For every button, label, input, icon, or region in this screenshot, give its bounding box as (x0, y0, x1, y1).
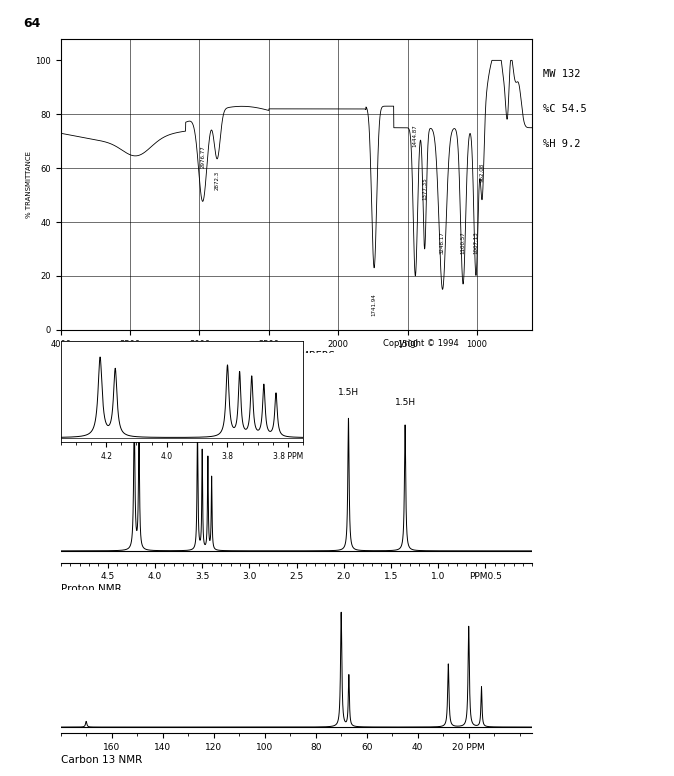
Y-axis label: % TRANSMITTANCE: % TRANSMITTANCE (26, 151, 32, 218)
Text: 1741.94: 1741.94 (371, 293, 377, 317)
Text: 1.5H: 1.5H (338, 388, 359, 397)
Text: 1H: 1H (204, 385, 216, 394)
Text: %H 9.2: %H 9.2 (543, 139, 580, 148)
Text: 1377.35: 1377.35 (422, 178, 427, 200)
X-axis label: WAVENUMBERS: WAVENUMBERS (258, 352, 335, 362)
X-axis label: Carbon 13 NMR: Carbon 13 NMR (61, 755, 142, 765)
Text: 1007.13: 1007.13 (473, 231, 479, 255)
Text: 3248.17: 3248.17 (440, 231, 445, 255)
Text: 1H: 1H (131, 385, 144, 394)
Text: 1H: 1H (194, 385, 206, 394)
Text: 64: 64 (24, 17, 41, 30)
Text: 1.5H: 1.5H (394, 398, 416, 407)
X-axis label: Proton NMR: Proton NMR (61, 584, 121, 594)
Text: 2976.77: 2976.77 (200, 145, 206, 168)
Text: %C 54.5: %C 54.5 (543, 104, 586, 113)
Text: Copyright © 1994: Copyright © 1994 (383, 339, 458, 348)
Text: 962.08: 962.08 (480, 162, 485, 182)
Text: 1100.57: 1100.57 (460, 231, 466, 255)
Text: 1444.87: 1444.87 (413, 124, 418, 147)
Text: 2872.3: 2872.3 (215, 171, 220, 189)
Text: MW 132: MW 132 (543, 69, 580, 78)
